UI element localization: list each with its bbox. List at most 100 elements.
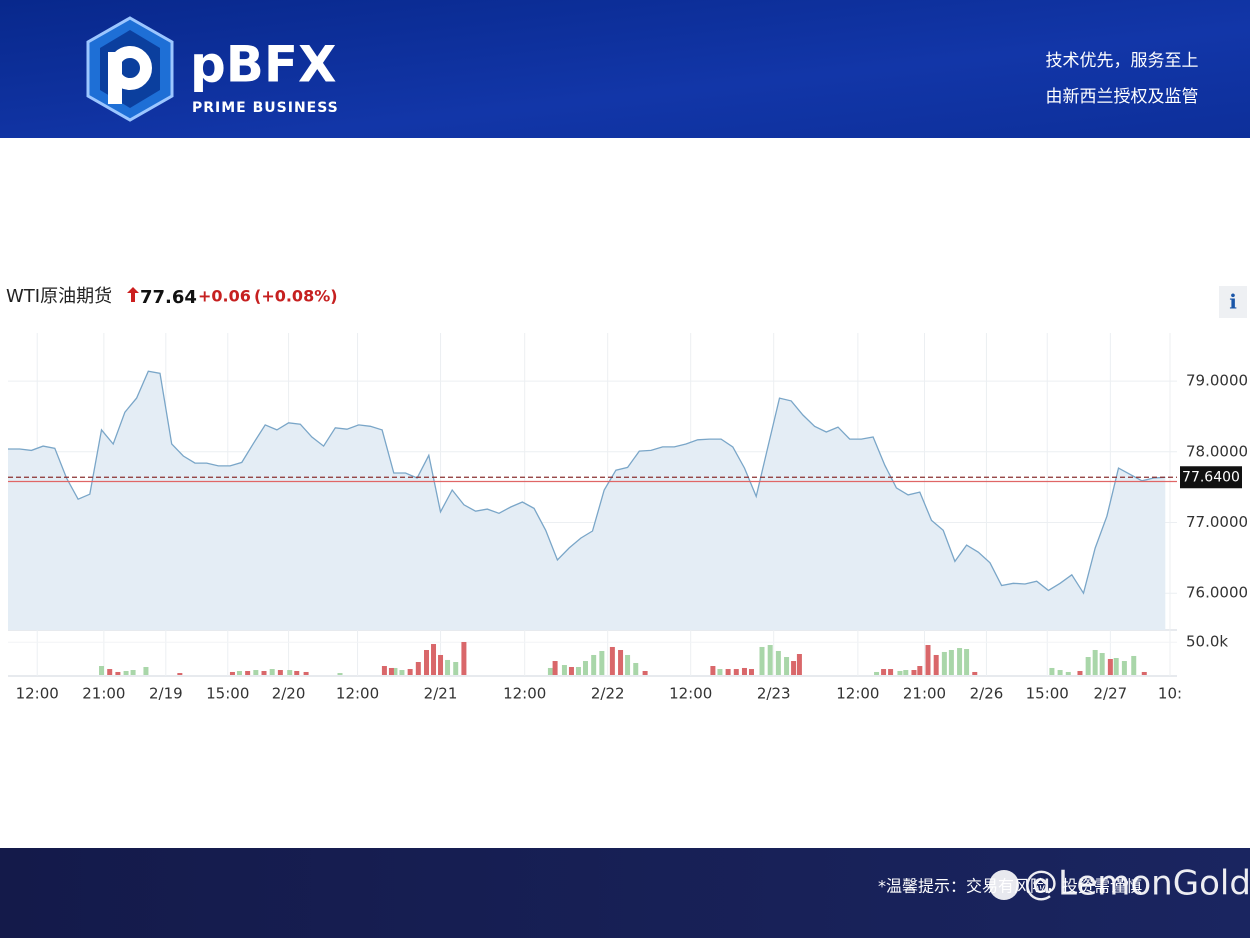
logo-subtitle: PRIME BUSINESS bbox=[192, 100, 339, 116]
x-tick-label: 2/22 bbox=[591, 685, 625, 703]
volume-bar bbox=[1092, 649, 1098, 675]
x-tick-label: 12:00 bbox=[336, 685, 379, 703]
volume-bar bbox=[381, 666, 387, 675]
volume-bar bbox=[633, 662, 639, 675]
volume-bar bbox=[287, 670, 293, 675]
volume-bar bbox=[591, 654, 597, 675]
area-fill bbox=[8, 371, 1166, 630]
volume-bar bbox=[972, 671, 978, 675]
volume-bar bbox=[424, 649, 430, 675]
volume-bar bbox=[710, 666, 716, 675]
x-tick-label: 21:00 bbox=[82, 685, 125, 703]
volume-bar bbox=[917, 666, 923, 675]
volume-bar bbox=[253, 670, 259, 675]
volume-bar bbox=[107, 669, 113, 675]
volume-bar bbox=[445, 659, 451, 675]
volume-bar bbox=[575, 666, 581, 675]
volume-bar bbox=[784, 657, 790, 675]
footer-bar bbox=[0, 848, 1250, 938]
y-tick-label: 78.0000 bbox=[1186, 442, 1248, 460]
x-tick-label: 12:00 bbox=[16, 685, 59, 703]
volume-bar bbox=[881, 669, 887, 675]
volume-bar bbox=[1085, 657, 1091, 675]
x-tick-label: 2/20 bbox=[272, 685, 306, 703]
volume-bar bbox=[599, 650, 605, 675]
x-tick-label: 2/27 bbox=[1094, 685, 1128, 703]
x-tick-label: 2/26 bbox=[970, 685, 1004, 703]
volume-bar bbox=[1113, 658, 1119, 675]
y-tick-label: 76.0000 bbox=[1186, 584, 1248, 602]
x-tick-label: 12:00 bbox=[836, 685, 879, 703]
volume-bar bbox=[99, 666, 105, 675]
volume-bar bbox=[388, 667, 394, 675]
price-tag bbox=[1180, 466, 1242, 489]
y-tick-label: 79.0000 bbox=[1186, 372, 1248, 390]
volume-bar bbox=[1141, 671, 1147, 675]
change-percent: (+0.08%) bbox=[254, 287, 338, 306]
volume-bar bbox=[717, 669, 723, 675]
volume-bar bbox=[933, 654, 939, 675]
volume-bar bbox=[431, 644, 437, 675]
x-tick-label: 2/23 bbox=[757, 685, 791, 703]
slogan: 技术优先，服务至上 bbox=[1046, 51, 1199, 71]
volume-bar bbox=[759, 646, 765, 675]
volume-bar bbox=[1065, 671, 1071, 675]
volume-bar bbox=[438, 654, 444, 675]
volume-bar bbox=[925, 645, 931, 675]
volume-bar bbox=[642, 670, 648, 675]
volume-bar bbox=[143, 666, 149, 675]
volume-bar bbox=[625, 654, 631, 675]
volume-bar bbox=[767, 645, 773, 675]
volume-bar bbox=[582, 661, 588, 675]
price-line bbox=[8, 370, 1166, 595]
logo-text: pBFX bbox=[190, 36, 337, 94]
volume-bar bbox=[964, 649, 970, 675]
volume-bar bbox=[888, 669, 894, 675]
change: +0.06 bbox=[198, 287, 251, 306]
volume-bar bbox=[733, 669, 739, 675]
volume-bar bbox=[796, 654, 802, 675]
instrument-name: WTI原油期货 bbox=[6, 286, 112, 307]
volume-bar bbox=[177, 673, 183, 675]
volume-bar bbox=[261, 670, 267, 675]
volume-bar bbox=[236, 670, 242, 675]
volume-bar bbox=[748, 669, 754, 675]
volume-bar bbox=[453, 662, 459, 675]
x-tick-label: 10: bbox=[1158, 685, 1182, 703]
x-tick-label: 2/19 bbox=[149, 685, 183, 703]
volume-bar bbox=[609, 646, 615, 675]
facebook-icon bbox=[989, 870, 1019, 900]
volume-bar bbox=[948, 649, 954, 675]
volume-bar bbox=[568, 666, 574, 675]
y-tick-label: 77.0000 bbox=[1186, 513, 1248, 531]
volume-bar bbox=[1049, 667, 1055, 675]
volume-bar bbox=[618, 649, 624, 675]
x-tick-label: 21:00 bbox=[903, 685, 946, 703]
x-tick-label: 12:00 bbox=[669, 685, 712, 703]
volume-bar bbox=[741, 667, 747, 675]
volume-bar bbox=[1107, 658, 1113, 675]
volume-bar bbox=[561, 665, 567, 675]
volume-bar bbox=[399, 670, 405, 675]
x-tick-label: 2/21 bbox=[424, 685, 458, 703]
volume-bar bbox=[229, 671, 235, 675]
info-icon[interactable]: i bbox=[1229, 290, 1237, 314]
volume-bar bbox=[337, 673, 343, 675]
volume-bar bbox=[407, 669, 413, 675]
volume-bar bbox=[392, 667, 398, 675]
watermark: @LemonGold bbox=[1024, 864, 1250, 904]
volume-bar bbox=[303, 671, 309, 675]
volume-bar bbox=[269, 669, 275, 675]
volume-bar bbox=[1121, 661, 1127, 675]
volume-bar bbox=[725, 669, 731, 675]
info-button[interactable] bbox=[1219, 286, 1247, 318]
volume-bar bbox=[874, 671, 880, 675]
volume-bar bbox=[130, 670, 136, 675]
logo-icon bbox=[86, 16, 174, 122]
price: 77.64 bbox=[140, 287, 197, 308]
volume-bar bbox=[1099, 653, 1105, 675]
volume-bar bbox=[775, 650, 781, 675]
volume-bar bbox=[245, 670, 251, 675]
volume-bar bbox=[115, 671, 121, 675]
